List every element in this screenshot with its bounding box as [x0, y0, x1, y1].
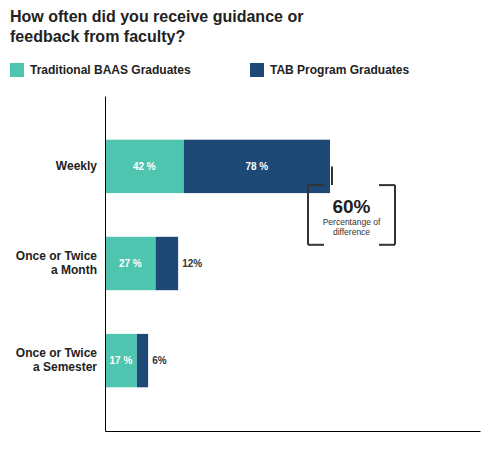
y-tick: Once or Twicea Month: [16, 249, 97, 277]
x-axis: [106, 431, 481, 432]
annotation-connector: [331, 166, 333, 185]
data-label: 78 %: [245, 161, 268, 172]
bar: [105, 237, 156, 290]
y-tick-label: Once or Twicea Semester: [16, 346, 97, 374]
data-label: 12%: [182, 258, 202, 269]
annotation-bracket: [307, 185, 309, 245]
y-tick-label: Weekly: [56, 159, 97, 173]
annotation-subtext: Percentange ofdifference: [323, 217, 381, 237]
text-line: Percentange of: [323, 217, 381, 227]
chart-container: How often did you receive guidance or fee…: [0, 0, 500, 449]
y-tick-label: Once or Twicea Month: [16, 249, 97, 277]
text-line: Weekly: [56, 159, 97, 173]
legend-swatch: [250, 63, 264, 77]
data-label: 42 %: [133, 161, 156, 172]
annotation: 60%Percentange ofdifference: [308, 166, 395, 244]
legend-item: Traditional BAAS Graduates: [10, 63, 191, 77]
text-line: a Semester: [33, 360, 97, 374]
bar: [105, 140, 184, 193]
bar: [156, 237, 179, 290]
data-label: 6%: [152, 355, 167, 366]
title: How often did you receive guidance or fee…: [10, 8, 303, 45]
title-line: feedback from faculty?: [10, 28, 185, 45]
y-axis: WeeklyOnce or Twicea MonthOnce or Twicea…: [16, 97, 106, 432]
bar: [137, 334, 148, 387]
bar: [184, 140, 330, 193]
y-tick: Weekly: [56, 159, 97, 173]
text-line: Once or Twice: [16, 346, 97, 360]
annotation-bracket: [308, 244, 324, 246]
annotation-text: 60%: [332, 196, 370, 217]
legend-item: TAB Program Graduates: [250, 63, 409, 77]
data-labels: 42 % 27 % 17 % 78 % 12% 6%: [110, 161, 269, 366]
annotation-bracket: [379, 244, 395, 246]
annotation-bracket: [308, 184, 324, 186]
annotation-bracket: [394, 185, 396, 245]
legend-swatch: [10, 63, 24, 77]
bar: [105, 334, 137, 387]
bars: [105, 140, 330, 388]
annotation-bracket: [379, 184, 395, 186]
title-line: How often did you receive guidance or: [10, 8, 303, 25]
data-label: 27 %: [119, 258, 142, 269]
text-line: difference: [333, 227, 370, 237]
text-line: Once or Twice: [16, 249, 97, 263]
y-axis-line: [105, 97, 106, 432]
legend-label: Traditional BAAS Graduates: [30, 63, 191, 77]
x-axis-line: [106, 431, 481, 432]
chart: How often did you receive guidance or fee…: [0, 0, 500, 449]
legend: Traditional BAAS Graduates TAB Program Gr…: [10, 63, 409, 77]
text-line: a Month: [51, 263, 97, 277]
data-label: 17 %: [110, 355, 133, 366]
y-tick: Once or Twicea Semester: [16, 346, 97, 374]
legend-label: TAB Program Graduates: [270, 63, 409, 77]
